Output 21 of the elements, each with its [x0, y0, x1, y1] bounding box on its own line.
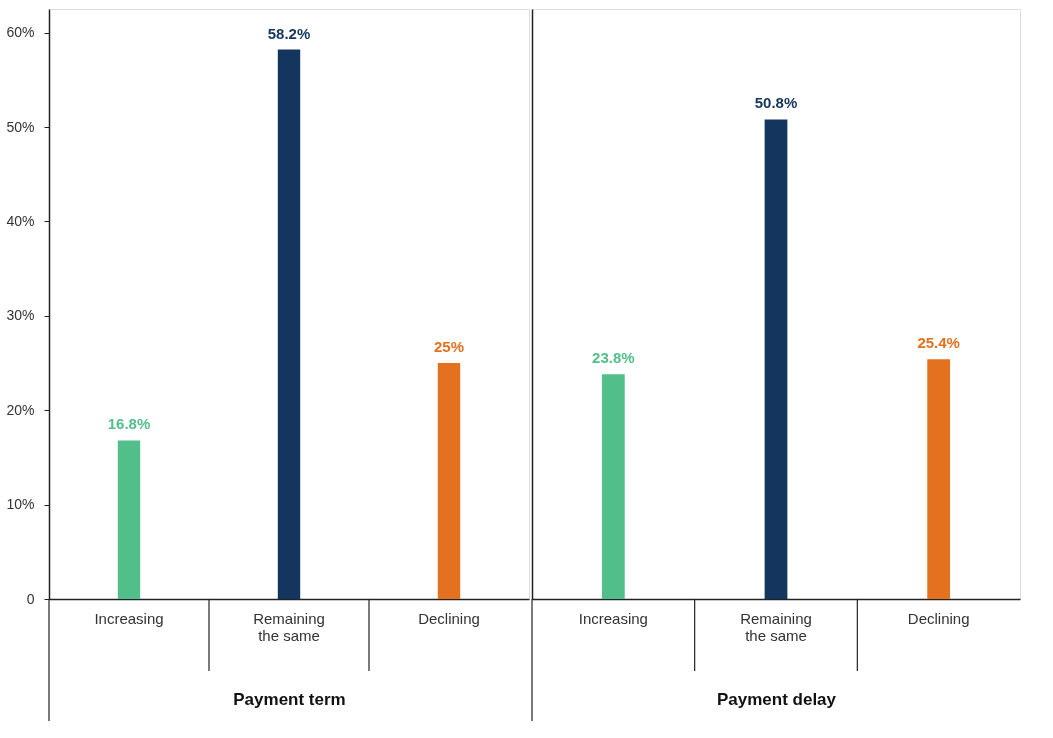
data-label: 16.8% [107, 415, 151, 433]
y-tick-label: 50% [6, 118, 35, 135]
y-tick-label: 40% [6, 212, 35, 229]
y-tick-label: 20% [6, 401, 35, 418]
y-tick-label: 0 [26, 590, 35, 607]
data-label: 58.2% [267, 24, 311, 42]
x-axis-title: Payment delay [716, 689, 837, 709]
x-tick-label: Remaining the same [253, 609, 325, 644]
x-tick-label: Increasing [578, 609, 648, 627]
y-tick-label: 30% [6, 307, 35, 324]
y-tick-label: 60% [6, 24, 35, 41]
y-tick-label: 10% [6, 496, 35, 513]
data-label: 50.8% [754, 94, 798, 112]
data-label: 23.8% [592, 349, 635, 367]
x-tick-label: Declining [907, 609, 970, 627]
x-axis-title: Payment term [233, 689, 346, 709]
x-tick-label: Remaining the same [740, 609, 812, 644]
x-tick-label: Increasing [94, 609, 164, 627]
data-label: 25% [433, 338, 465, 355]
x-tick-label: Declining [418, 609, 480, 627]
data-label: 25.4% [917, 334, 960, 352]
